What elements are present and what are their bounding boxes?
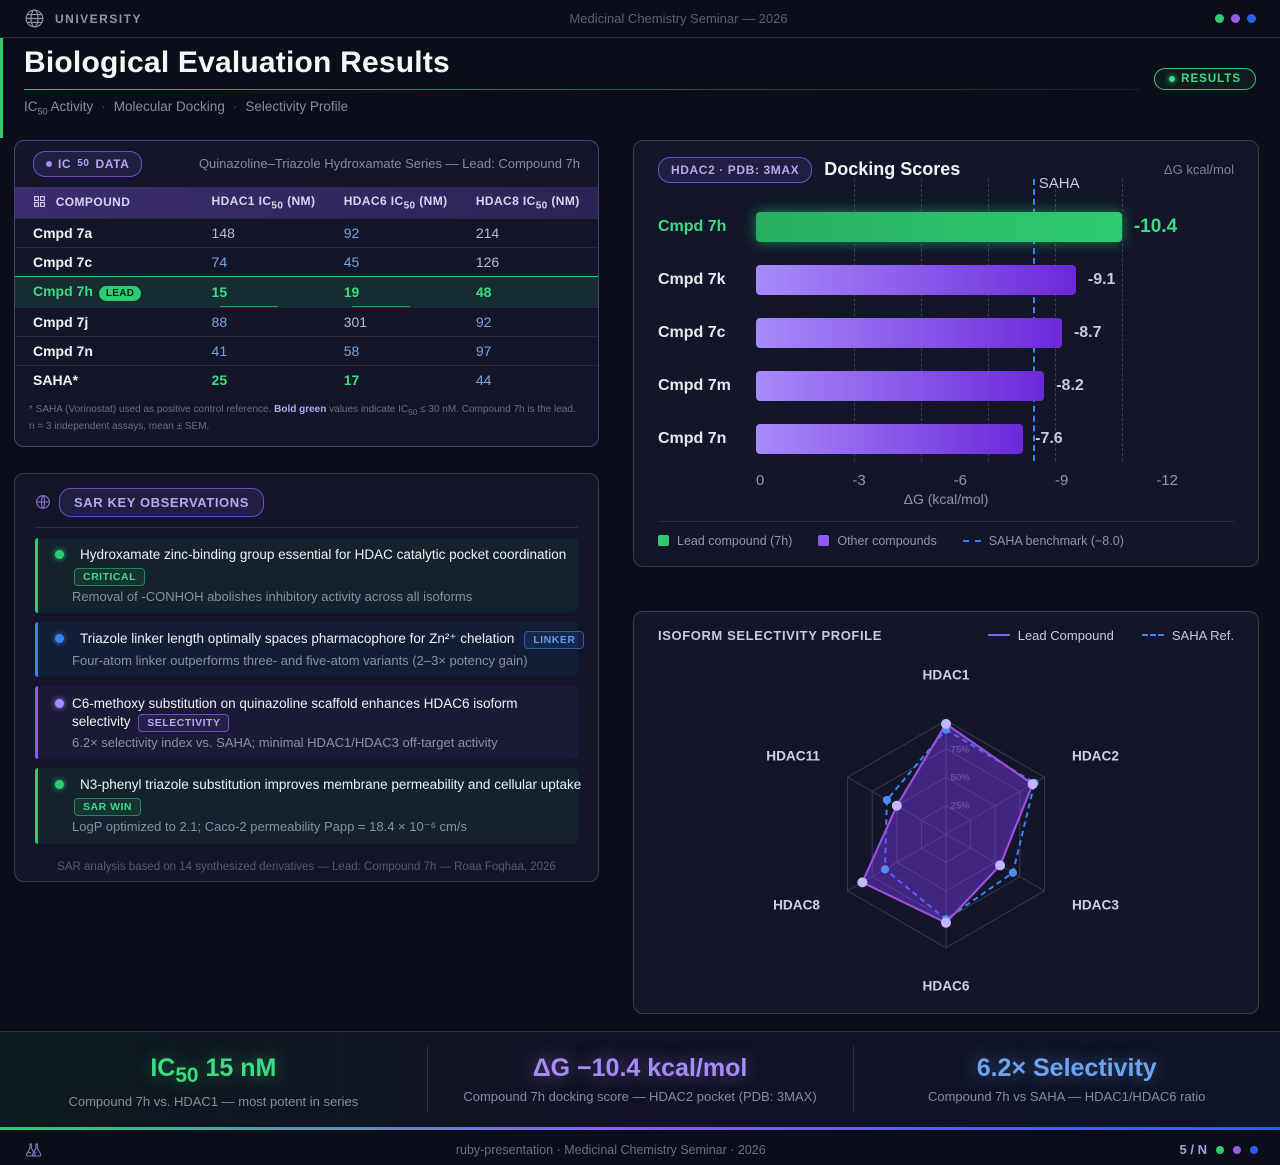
svg-text:HDAC6: HDAC6 — [923, 978, 970, 993]
svg-text:HDAC2: HDAC2 — [1072, 748, 1119, 763]
svg-text:HDAC11: HDAC11 — [766, 748, 820, 763]
svg-text:HDAC8: HDAC8 — [773, 897, 820, 912]
svg-text:HDAC1: HDAC1 — [923, 667, 970, 682]
svg-text:HDAC3: HDAC3 — [1072, 897, 1119, 912]
